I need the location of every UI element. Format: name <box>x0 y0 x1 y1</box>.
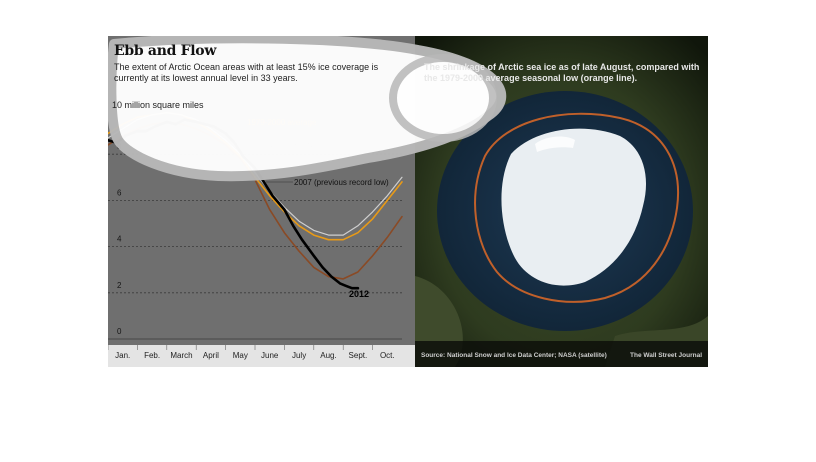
x-tick-label: Feb. <box>144 351 160 360</box>
x-tick-label: Jan. <box>115 351 130 360</box>
chart-subtitle: The extent of Arctic Ocean areas with at… <box>114 62 379 83</box>
series-annotation-2: 2007 (previous record low) <box>294 178 389 187</box>
series-annotation-3: 2012 <box>349 289 369 299</box>
x-tick-label: July <box>292 351 306 360</box>
x-tick-label: April <box>203 351 219 360</box>
arctic-map-panel <box>415 36 708 367</box>
average-seasonal-low-outline <box>474 112 679 303</box>
series-line-1 <box>108 112 403 236</box>
y-tick-label: 6 <box>117 188 122 197</box>
arctic-sea-ice-map <box>415 36 708 367</box>
x-tick-label: Aug. <box>320 351 336 360</box>
series-annotation-0: 1979-2000 average <box>247 118 317 127</box>
x-tick-label: March <box>170 351 192 360</box>
chart-panel: 1979-2000 average 1980 (record high) 2007 … <box>108 36 415 367</box>
x-tick-label: Sept. <box>349 351 368 360</box>
x-tick-label: June <box>261 351 279 360</box>
series-annotation-1: 1980 (record high) <box>269 140 335 149</box>
source-note: Source: National Snow and Ice Data Cente… <box>421 352 607 359</box>
map-caption-prefix: The shrinkage of Arctic sea ice as of la… <box>424 62 700 72</box>
publisher-credit: The Wall Street Journal <box>630 352 702 359</box>
sea-ice-extent <box>501 128 647 286</box>
sea-ice-line-chart: 1979-2000 average 1980 (record high) 2007 … <box>108 111 415 367</box>
graphic-container: 1979-2000 average 1980 (record high) 2007 … <box>108 36 708 367</box>
y-tick-label: 2 <box>117 281 122 290</box>
x-axis-band <box>108 345 415 367</box>
y-unit-label: 10 million square miles <box>112 100 204 110</box>
map-caption: The shrinkage of Arctic sea ice as of la… <box>424 62 704 84</box>
x-tick-label: May <box>233 351 248 360</box>
map-caption-bold: the 1979-2000 average seasonal low (oran… <box>424 73 638 83</box>
chart-title: Ebb and Flow <box>114 43 217 59</box>
y-tick-label: 0 <box>117 327 122 336</box>
x-tick-label: Oct. <box>380 351 395 360</box>
y-tick-label: 8 <box>117 142 122 151</box>
series-line-0 <box>108 111 403 241</box>
y-tick-label: 4 <box>117 235 122 244</box>
